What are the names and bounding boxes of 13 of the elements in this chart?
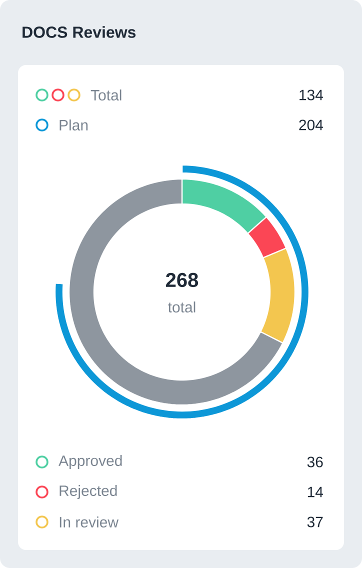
legend-label: Rejected	[60, 485, 117, 499]
chart-title: DOCS Reviews	[22, 26, 136, 38]
legend-label: Approved	[58, 455, 122, 469]
data-label: 37	[307, 516, 323, 528]
text: 134	[300, 90, 324, 100]
data-label: 204	[299, 120, 324, 130]
data-label: 36	[307, 456, 323, 468]
data-label: 14	[308, 486, 324, 498]
legend-label: Plan	[60, 119, 88, 131]
text: 268	[166, 272, 198, 288]
text: Total	[90, 89, 122, 101]
text: total	[168, 301, 196, 313]
legend-label: In review	[60, 516, 119, 528]
